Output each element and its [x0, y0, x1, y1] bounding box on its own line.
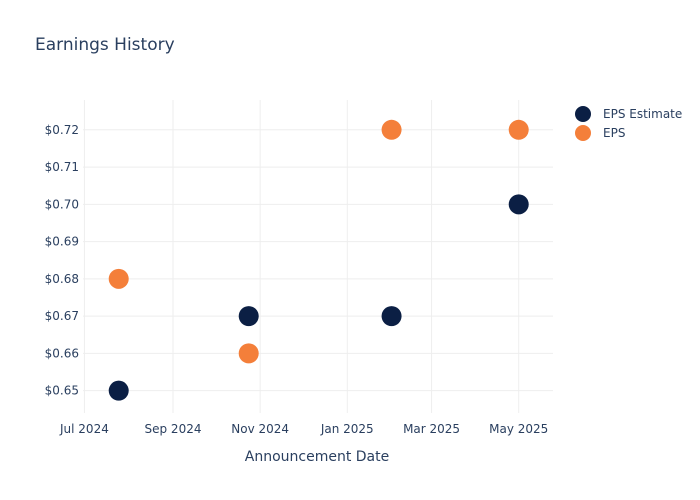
eps-point[interactable]: [381, 119, 402, 140]
y-tick-label: $0.69: [45, 235, 79, 249]
x-axis-ticks: Jul 2024 Sep 2024 Nov 2024 Jan 2025 Mar 2025…: [59, 422, 548, 436]
eps-point[interactable]: [108, 268, 129, 289]
y-tick-label: $0.68: [45, 272, 79, 286]
eps-estimate-point[interactable]: [108, 380, 129, 401]
eps-estimate-point[interactable]: [238, 306, 259, 327]
legend[interactable]: EPS Estimate EPS: [575, 106, 682, 141]
legend-label-eps: EPS: [603, 126, 625, 140]
data-points: [108, 119, 529, 401]
y-tick-label: $0.70: [45, 197, 79, 211]
y-axis-ticks: $0.65 $0.66 $0.67 $0.68 $0.69 $0.70 $0.71 $0.72: [45, 123, 79, 398]
legend-marker-eps: [575, 125, 591, 141]
eps-point[interactable]: [238, 343, 259, 364]
y-tick-label: $0.66: [45, 346, 79, 360]
chart-title: Earnings History: [35, 35, 175, 55]
x-tick-label: Jul 2024: [59, 422, 109, 436]
legend-label-eps-estimate: EPS Estimate: [603, 107, 682, 121]
legend-marker-eps-estimate: [575, 106, 591, 122]
x-tick-label: Jan 2025: [320, 422, 374, 436]
eps-estimate-point[interactable]: [508, 194, 529, 215]
legend-item-eps-estimate[interactable]: EPS Estimate: [575, 106, 682, 122]
y-tick-label: $0.67: [45, 309, 79, 323]
x-axis-title: Announcement Date: [245, 449, 389, 465]
x-tick-label: May 2025: [489, 422, 548, 436]
eps-estimate-point[interactable]: [381, 306, 402, 327]
y-tick-label: $0.72: [45, 123, 79, 137]
x-tick-label: Nov 2024: [231, 422, 289, 436]
x-tick-label: Mar 2025: [403, 422, 460, 436]
legend-item-eps[interactable]: EPS: [575, 125, 625, 141]
eps-point[interactable]: [508, 119, 529, 140]
x-tick-label: Sep 2024: [145, 422, 202, 436]
y-tick-label: $0.65: [45, 384, 79, 398]
grid-lines: [83, 100, 553, 413]
y-tick-label: $0.71: [45, 160, 79, 174]
